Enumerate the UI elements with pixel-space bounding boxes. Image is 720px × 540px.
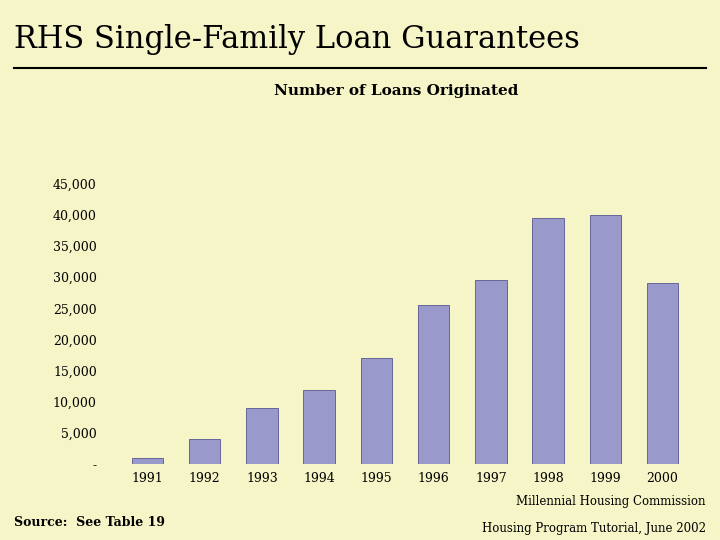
Bar [647,284,678,464]
Bar [532,218,564,464]
Bar [189,440,220,464]
Text: Source:  See Table 19: Source: See Table 19 [14,516,166,529]
Text: Millennial Housing Commission: Millennial Housing Commission [516,495,706,508]
Bar [132,458,163,464]
Bar [590,215,621,464]
Bar [475,280,507,464]
Bar [303,389,335,464]
Bar [361,359,392,464]
Text: Housing Program Tutorial, June 2002: Housing Program Tutorial, June 2002 [482,522,706,535]
Bar [246,408,278,464]
Text: RHS Single-Family Loan Guarantees: RHS Single-Family Loan Guarantees [14,24,580,55]
Text: Number of Loans Originated: Number of Loans Originated [274,84,518,98]
Bar [418,305,449,464]
